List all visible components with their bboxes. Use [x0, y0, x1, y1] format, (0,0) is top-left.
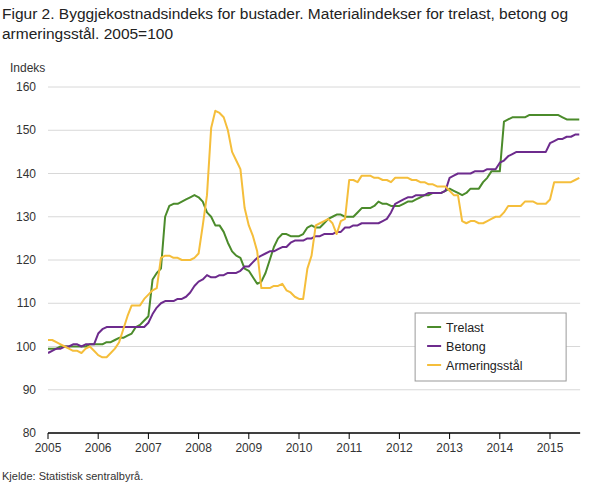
x-tick-label: 2010	[286, 441, 313, 455]
title: Figur 2. Byggjekostnadsindeks for bustad…	[2, 5, 568, 42]
x-tick-label: 2015	[537, 441, 564, 455]
x-tick-label: 2013	[436, 441, 463, 455]
y-tick-label: 100	[16, 340, 36, 354]
x-axis-line	[48, 433, 580, 434]
x-tick-label: 2009	[235, 441, 262, 455]
x-axis	[48, 433, 580, 434]
legend-swatch	[427, 326, 441, 328]
grid-line	[48, 173, 580, 174]
source: Kjelde: Statistisk sentralbyrå.	[2, 470, 143, 482]
x-tick	[98, 433, 99, 439]
grid-line	[48, 130, 580, 131]
y-tick-label: 120	[16, 253, 36, 267]
grid-line	[48, 260, 580, 261]
x-tick-label: 2012	[386, 441, 413, 455]
x-tick	[148, 433, 149, 439]
grid-line	[48, 87, 580, 88]
x-tick-label: 2008	[185, 441, 212, 455]
x-tick	[399, 433, 400, 439]
y-tick-label: 150	[16, 123, 36, 137]
y-tick-label: 90	[23, 383, 37, 397]
x-tick	[248, 433, 249, 439]
legend-swatch	[427, 345, 441, 347]
x-tick	[349, 433, 350, 439]
x-tick	[48, 433, 49, 439]
y-tick-label: 130	[16, 210, 36, 224]
x-tick-label: 2006	[85, 441, 112, 455]
y-tick-label: 110	[17, 296, 36, 310]
x-tick-label: 2005	[35, 441, 62, 455]
grid-line	[48, 303, 580, 304]
legend-label: Armeringsstål	[446, 359, 522, 373]
y-tick-label: 160	[16, 80, 36, 94]
legend-swatch	[427, 364, 441, 366]
x-tick	[449, 433, 450, 439]
x-tick	[299, 433, 300, 439]
x-tick	[198, 433, 199, 439]
grid-line	[48, 389, 580, 390]
y-tick-label: 80	[23, 426, 37, 440]
x-tick	[550, 433, 551, 439]
title-line: Figur 2. Byggjekostnadsindeks for bustad…	[2, 5, 568, 22]
x-tick-label: 2014	[486, 441, 513, 455]
legend-label: Trelast	[446, 321, 484, 335]
chart: Figur 2. Byggjekostnadsindeks for bustad…	[0, 0, 609, 488]
y-tick-label: 140	[16, 167, 36, 181]
x-tick-label: 2011	[336, 441, 362, 455]
x-tick-label: 2007	[135, 441, 162, 455]
y-label: Indeks	[10, 61, 45, 75]
x-tick	[499, 433, 500, 439]
legend-label: Betong	[446, 340, 486, 354]
title-line: armeringsstål. 2005=100	[2, 25, 173, 42]
legend-box	[415, 313, 566, 381]
